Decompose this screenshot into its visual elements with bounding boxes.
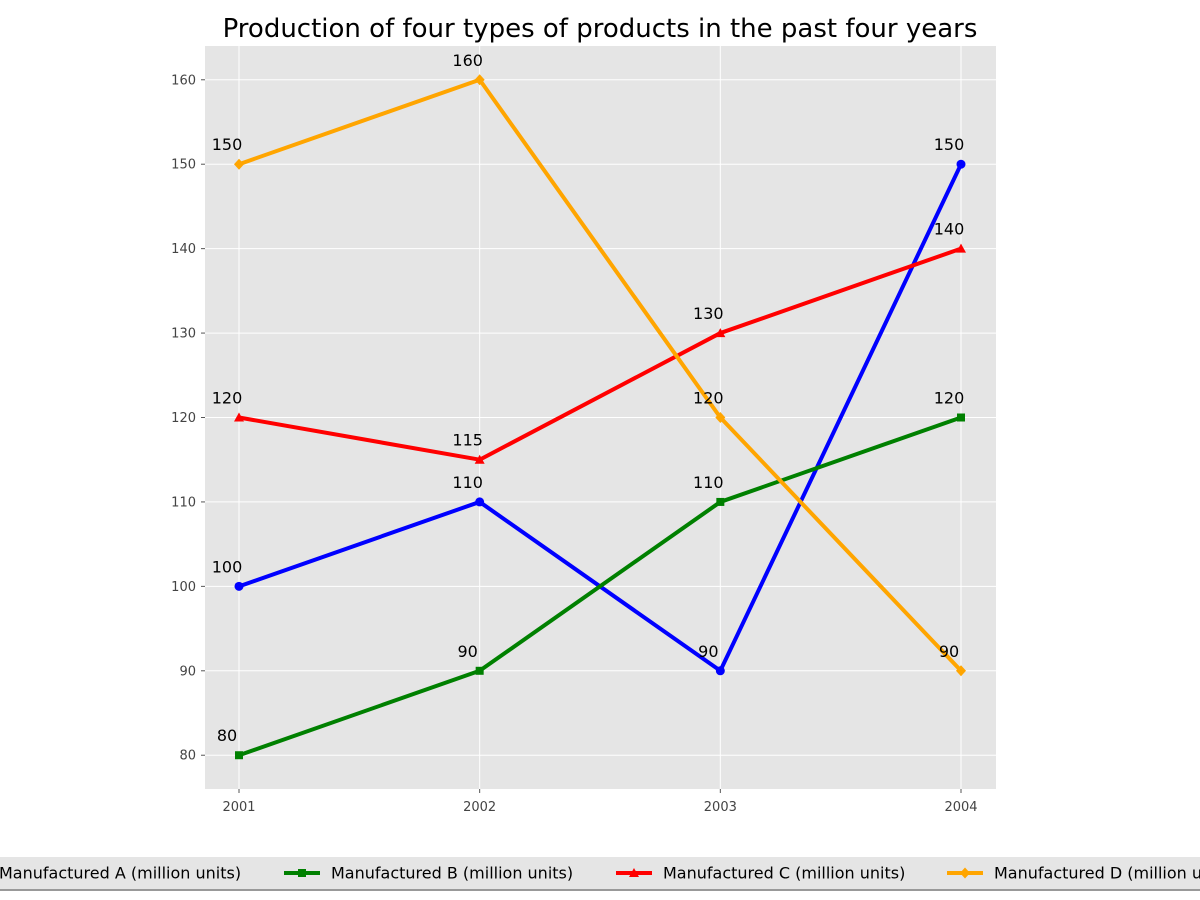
data-point	[716, 497, 725, 506]
data-point	[715, 412, 726, 423]
data-label: 160	[452, 51, 483, 70]
data-label: 110	[693, 473, 724, 492]
x-tick-label: 2002	[463, 800, 496, 815]
y-tick-label: 160	[171, 73, 196, 88]
data-point	[957, 413, 965, 422]
y-tick-label: 90	[179, 664, 196, 679]
y-tick-label: 130	[171, 327, 196, 342]
chart-title: Production of four types of products in …	[223, 14, 978, 44]
series-line-4	[237, 77, 963, 673]
data-point	[234, 581, 244, 591]
legend-label: Manufactured B (million units)	[331, 864, 573, 883]
series-markers	[234, 74, 966, 760]
legend-marker	[629, 868, 639, 877]
data-point	[474, 454, 485, 464]
legend-label: Manufactured C (million units)	[663, 864, 905, 883]
data-point	[475, 666, 484, 675]
data-label: 90	[457, 642, 477, 661]
data-label: 120	[934, 389, 965, 408]
legend-marker	[960, 867, 970, 879]
data-point	[474, 74, 485, 86]
data-label: 150	[212, 135, 243, 154]
legend-box	[0, 857, 1200, 890]
data-label: 90	[698, 642, 718, 661]
data-label: 120	[212, 389, 243, 408]
data-point	[956, 243, 966, 253]
data-label: 140	[934, 220, 965, 239]
x-tick-label: 2003	[704, 800, 737, 815]
data-point	[234, 412, 244, 422]
data-label: 130	[693, 304, 724, 323]
data-labels: 100 110 90 150 80 90 110 120 120 115 130 140 150 160 1…	[212, 51, 965, 745]
data-point	[956, 159, 966, 169]
data-point	[234, 158, 244, 170]
data-label: 150	[934, 135, 965, 154]
series-lines	[237, 77, 963, 758]
y-tick-label: 110	[171, 495, 196, 510]
legend-label: Manufactured D (million units)	[994, 864, 1200, 883]
data-point	[235, 751, 243, 760]
y-tick-label: 80	[179, 749, 196, 764]
data-point	[715, 666, 725, 676]
x-tick-label: 2004	[944, 800, 977, 815]
data-point	[956, 665, 966, 677]
data-label: 120	[693, 389, 724, 408]
x-tick-label: 2001	[222, 800, 255, 815]
legend: Manufactured A (million units) Manufactur…	[0, 857, 1200, 891]
data-label: 90	[939, 642, 959, 661]
y-tick-label: 100	[171, 580, 196, 595]
data-point	[475, 497, 485, 507]
y-axis: 80 90 100 110 120 130 140 150 160	[171, 73, 205, 764]
y-tick-label: 150	[171, 158, 196, 173]
data-label: 100	[212, 557, 243, 576]
data-label: 80	[217, 726, 237, 745]
legend-label: Manufactured A (million units)	[0, 864, 241, 883]
x-axis: 2001 2002 2003 2004	[222, 789, 978, 815]
y-tick-label: 140	[171, 242, 196, 257]
data-label: 115	[452, 431, 483, 450]
data-point	[715, 328, 726, 338]
series-line-2	[237, 415, 963, 758]
data-label: 110	[452, 473, 483, 492]
y-tick-label: 120	[171, 411, 196, 426]
legend-marker	[298, 869, 306, 877]
series-line-3	[237, 246, 963, 462]
